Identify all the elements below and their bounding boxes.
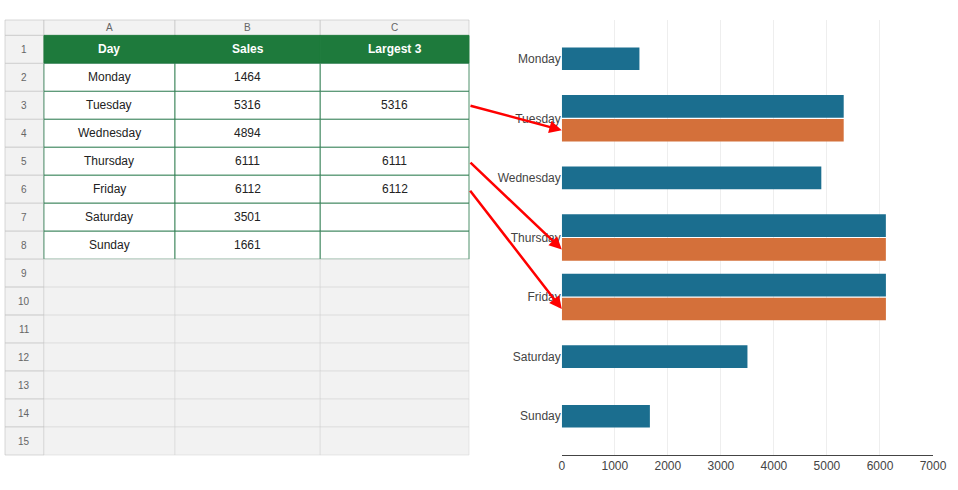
svg-text:6112: 6112 [235,182,261,196]
svg-text:Wednesday: Wednesday [498,171,561,185]
svg-text:2000: 2000 [655,459,682,473]
svg-text:1661: 1661 [234,238,261,252]
svg-text:5000: 5000 [814,459,841,473]
svg-text:Saturday: Saturday [513,350,561,364]
svg-text:1: 1 [21,44,27,55]
svg-text:4: 4 [21,128,27,139]
svg-text:Friday: Friday [527,290,560,304]
svg-text:Day: Day [98,42,120,56]
svg-text:Thursday: Thursday [84,154,134,168]
svg-text:C: C [391,22,398,33]
svg-text:3501: 3501 [234,210,261,224]
svg-text:9: 9 [21,268,27,279]
svg-text:Thursday: Thursday [511,231,561,245]
svg-text:12: 12 [18,352,30,363]
svg-text:7: 7 [21,212,27,223]
svg-text:Tuesday: Tuesday [86,98,132,112]
svg-text:14: 14 [18,408,30,419]
svg-text:5316: 5316 [381,98,408,112]
svg-text:4000: 4000 [761,459,788,473]
svg-text:6: 6 [21,184,27,195]
svg-text:6112: 6112 [382,182,408,196]
svg-text:13: 13 [18,380,30,391]
svg-text:5316: 5316 [234,98,261,112]
svg-text:Sunday: Sunday [520,409,561,423]
svg-text:Sales: Sales [232,42,264,56]
svg-text:6111: 6111 [382,154,407,168]
svg-text:Wednesday: Wednesday [78,126,141,140]
svg-text:11: 11 [19,324,30,335]
svg-text:3000: 3000 [708,459,735,473]
svg-text:8: 8 [21,240,27,251]
svg-text:3: 3 [21,100,27,111]
svg-text:Friday: Friday [93,182,126,196]
svg-text:7000: 7000 [920,459,947,473]
svg-text:6000: 6000 [867,459,894,473]
svg-text:Sunday: Sunday [89,238,130,252]
svg-text:5: 5 [21,156,27,167]
svg-text:B: B [244,22,251,33]
svg-text:1000: 1000 [601,459,628,473]
svg-text:10: 10 [18,296,30,307]
svg-text:A: A [106,22,113,33]
svg-text:1464: 1464 [234,70,261,84]
svg-text:Saturday: Saturday [85,210,133,224]
svg-text:4894: 4894 [234,126,261,140]
svg-text:6111: 6111 [235,154,260,168]
svg-text:Tuesday: Tuesday [515,112,561,126]
svg-text:15: 15 [18,436,30,447]
svg-text:0: 0 [558,459,565,473]
svg-text:2: 2 [21,72,27,83]
svg-text:Monday: Monday [88,70,131,84]
svg-text:Largest 3: Largest 3 [368,42,422,56]
svg-text:Monday: Monday [518,52,561,66]
